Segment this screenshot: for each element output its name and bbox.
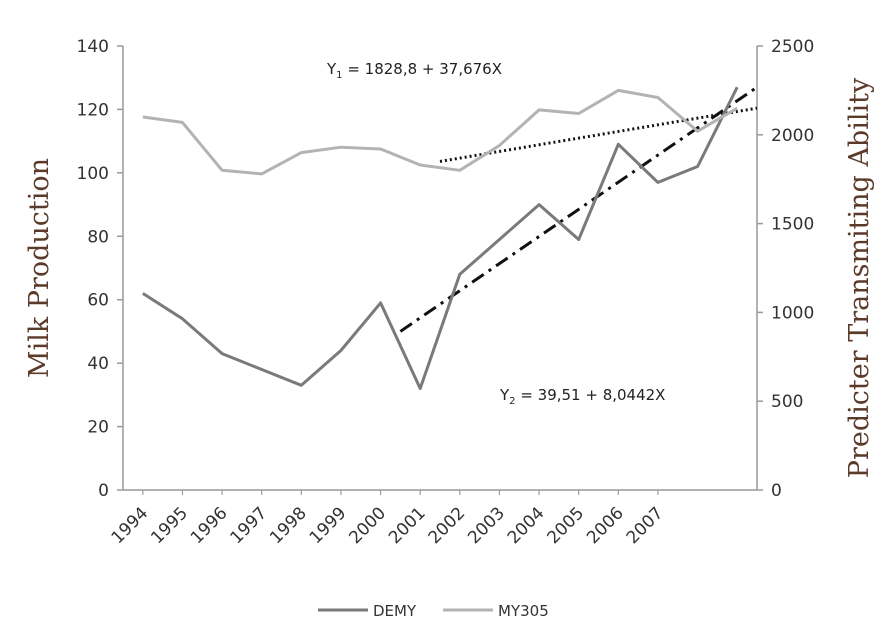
x-tick-label: 2000 [345, 503, 390, 548]
legend-label-demy: DEMY [373, 602, 417, 620]
y-right-tick-label: 2000 [771, 126, 814, 146]
y-right-tick-label: 2500 [771, 37, 814, 57]
y-left-tick-label: 120 [77, 100, 109, 120]
x-tick-label: 2007 [623, 503, 668, 548]
equation-y1-body: = 1828,8 + 37,676X [343, 60, 502, 78]
x-tick-label: 2005 [543, 503, 588, 548]
x-tick-label: 1999 [306, 503, 351, 548]
x-tick-label: 1998 [266, 503, 311, 548]
y-left-tick-label: 80 [87, 227, 109, 247]
y-axis-title-right: Predicter Transmiting Ability [844, 77, 875, 478]
x-tick-label: 2004 [504, 503, 549, 548]
y-left-tick-label: 40 [87, 354, 109, 374]
equation-y2-symbol: Y [499, 386, 510, 404]
equation-y2-body: = 39,51 + 8,0442X [516, 386, 666, 404]
y-right-tick-label: 1000 [771, 303, 814, 323]
equation-y1-subscript: 1 [336, 70, 342, 81]
series-line-demy [141, 86, 739, 390]
x-tick-label: 1996 [187, 503, 232, 548]
y-right-tick-label: 1500 [771, 215, 814, 235]
y-left-tick-label: 60 [87, 291, 109, 311]
series-line-my305 [142, 88, 738, 176]
y-left-tick-label: 20 [87, 418, 109, 438]
x-tick-label: 1995 [147, 503, 192, 548]
x-tick-label: 2003 [464, 503, 509, 548]
series-lines [141, 86, 739, 390]
trendline-y1 [439, 106, 758, 163]
y-axis-title-left: Milk Production [24, 158, 55, 378]
y-right-tick-label: 0 [771, 481, 782, 501]
axes [122, 46, 758, 491]
ticks: 0 20 40 60 80 100 120 140 0 500 1000 1500 2000 2500 19… [77, 37, 815, 548]
legend-label-my305: MY305 [498, 602, 549, 620]
y-left-tick-label: 0 [98, 481, 109, 501]
x-tick-label: 2002 [425, 503, 470, 548]
equation-y1: Y1 = 1828,8 + 37,676X [326, 60, 502, 81]
y-left-tick-label: 140 [77, 37, 109, 57]
trendline-y2 [399, 85, 758, 333]
x-tick-label: 1997 [226, 503, 271, 548]
equation-y2-subscript: 2 [509, 396, 515, 407]
equation-y1-symbol: Y [326, 60, 337, 78]
x-tick-label: 1994 [108, 503, 153, 548]
y-left-tick-label: 100 [77, 164, 109, 184]
x-tick-label: 2001 [385, 503, 430, 548]
trendlines [399, 85, 758, 333]
y-right-tick-label: 500 [771, 392, 803, 412]
legend: DEMY MY305 [318, 602, 549, 620]
x-tick-label: 2006 [583, 503, 628, 548]
equation-y2: Y2 = 39,51 + 8,0442X [499, 386, 665, 407]
